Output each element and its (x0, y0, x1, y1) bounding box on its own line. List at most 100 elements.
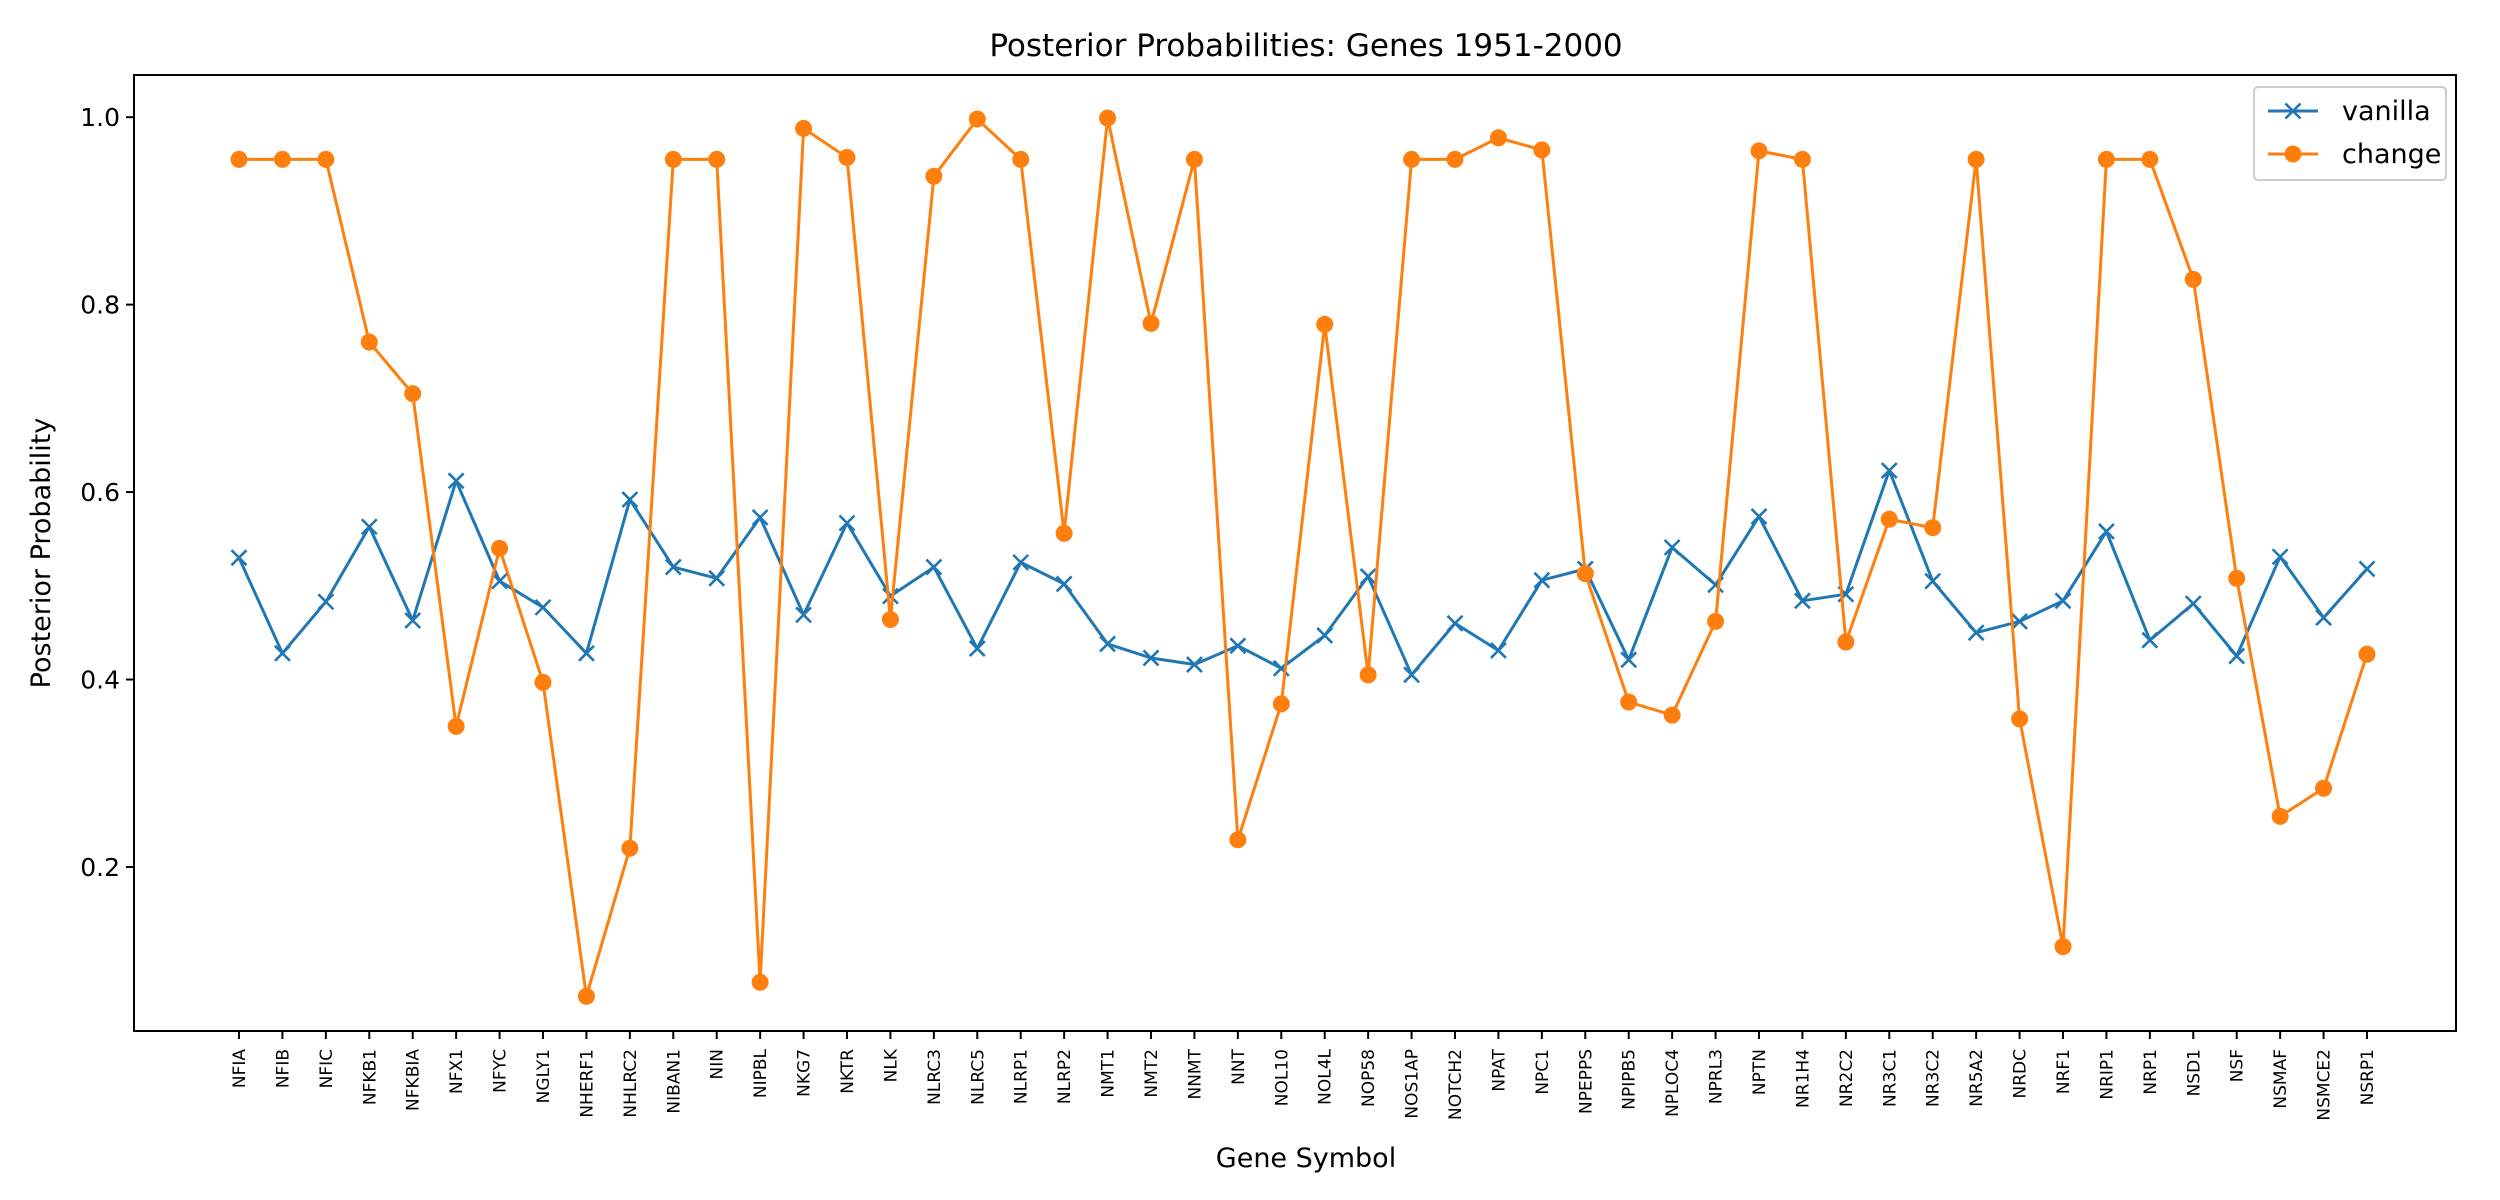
data-point-change (1055, 524, 1073, 542)
data-point-vanilla (1099, 635, 1116, 653)
data-point-change (881, 611, 899, 629)
x-tick-label: NRF1 (2054, 1049, 2074, 1094)
x-tick-label: NFKB1 (360, 1049, 380, 1105)
x-tick-label: NPC1 (1533, 1049, 1553, 1095)
y-axis-label: Posterior Probability (26, 418, 57, 689)
data-point-vanilla (1663, 538, 1681, 556)
y-tick-label: 0.4 (80, 666, 120, 695)
data-point-vanilla (2228, 647, 2246, 665)
chart-title: Posterior Probabilities: Genes 1951-2000 (989, 28, 1622, 64)
data-point-change (751, 973, 769, 991)
x-tick-label: NKTR (838, 1049, 858, 1094)
data-point-change (1012, 150, 1030, 168)
data-point-vanilla (968, 640, 986, 658)
data-point-vanilla (1924, 572, 1942, 590)
data-point-vanilla (1880, 462, 1898, 479)
data-point-vanilla (2184, 595, 2202, 613)
data-point-vanilla (1229, 637, 1247, 655)
x-tick-label: NFYC (491, 1049, 511, 1093)
data-point-change (1837, 633, 1855, 651)
x-tick-label: NSMCE2 (2315, 1049, 2335, 1121)
data-point-vanilla (1967, 624, 1985, 642)
series-vanilla (230, 462, 2376, 684)
data-point-change (317, 150, 335, 168)
x-tick-label: NPRL3 (1707, 1049, 1727, 1104)
x-tick-label: NLRC3 (925, 1049, 945, 1105)
x-tick-label: NOL4L (1316, 1048, 1336, 1104)
data-point-change (968, 110, 986, 128)
data-point-change (1403, 150, 1421, 168)
x-tick-label: NHLRC2 (621, 1049, 641, 1118)
x-tick-label: NSF (2228, 1049, 2248, 1082)
data-point-change (2271, 807, 2289, 825)
y-axis: 0.2 0.4 0.6 0.8 1.0 (80, 103, 134, 882)
data-point-vanilla (230, 549, 248, 567)
data-point-change (708, 150, 726, 168)
data-point-change (447, 717, 465, 735)
x-tick-label: NR2C2 (1837, 1049, 1857, 1107)
y-tick-label: 0.8 (80, 291, 120, 320)
data-point-change (1446, 150, 1464, 168)
data-point-change (1576, 565, 1594, 583)
data-point-change (2315, 779, 2333, 797)
x-tick-label: NMT2 (1142, 1049, 1162, 1098)
x-tick-label: NIPBL (751, 1048, 771, 1098)
legend-label-change: change (2342, 139, 2441, 170)
data-point-vanilla (2098, 523, 2115, 540)
x-tick-label: NMT1 (1099, 1049, 1119, 1098)
data-point-vanilla (1012, 553, 1030, 571)
data-point-vanilla (491, 572, 508, 590)
data-point-vanilla (1142, 649, 1160, 667)
data-point-change (2141, 150, 2159, 168)
data-point-change (1707, 612, 1725, 630)
x-tick-label: NOS1AP (1403, 1049, 1423, 1119)
legend-marker-change (2284, 145, 2302, 163)
data-point-vanilla (360, 518, 378, 536)
data-point-vanilla (1316, 627, 1334, 644)
data-point-change (1359, 666, 1377, 684)
series-line-change (239, 116, 2369, 998)
data-point-change (1489, 129, 1507, 147)
data-point-vanilla (1620, 651, 1638, 669)
x-tick-label: NOL10 (1272, 1049, 1292, 1106)
x-tick-label: NPIPB5 (1620, 1049, 1640, 1110)
data-point-change (1793, 150, 1811, 168)
x-tick-label: NOTCH2 (1446, 1049, 1466, 1120)
data-point-vanilla (838, 514, 856, 532)
x-tick-label: NRP1 (2141, 1049, 2161, 1095)
x-tick-label: NRDC (2011, 1049, 2031, 1099)
data-point-change (1229, 831, 1247, 849)
x-axis-label: Gene Symbol (1216, 1143, 1396, 1174)
data-point-change (360, 333, 378, 351)
data-point-change (2011, 710, 2029, 728)
data-point-vanilla (2271, 548, 2289, 566)
data-point-vanilla (708, 569, 726, 587)
y-tick-label: 1.0 (80, 103, 120, 132)
data-point-vanilla (2358, 560, 2376, 578)
legend-marker-vanilla (2284, 102, 2302, 120)
data-point-change (2097, 150, 2115, 168)
data-point-vanilla (447, 472, 465, 490)
data-point-vanilla (925, 558, 943, 576)
x-tick-label: NHERF1 (577, 1049, 597, 1118)
data-point-vanilla (404, 612, 422, 629)
x-tick-label: NOP58 (1359, 1049, 1379, 1107)
x-tick-label: NKG7 (795, 1049, 815, 1097)
x-tick-label: NR1H4 (1793, 1049, 1813, 1108)
data-point-change (230, 150, 248, 168)
data-point-vanilla (274, 644, 291, 662)
legend-label-vanilla: vanilla (2342, 96, 2431, 127)
x-tick-label: NRIP1 (2097, 1049, 2117, 1100)
x-tick-label: NLRP2 (1055, 1049, 1075, 1104)
data-point-vanilla (1490, 642, 1507, 659)
data-point-change (795, 119, 813, 137)
x-tick-label: NLRC5 (968, 1049, 988, 1105)
data-point-change (1967, 150, 1985, 168)
data-point-change (1185, 150, 1203, 168)
data-point-change (1533, 141, 1551, 159)
data-point-vanilla (2141, 631, 2159, 649)
data-point-vanilla (534, 598, 552, 616)
data-point-change (1316, 315, 1334, 333)
legend: vanilla change (2253, 86, 2447, 181)
